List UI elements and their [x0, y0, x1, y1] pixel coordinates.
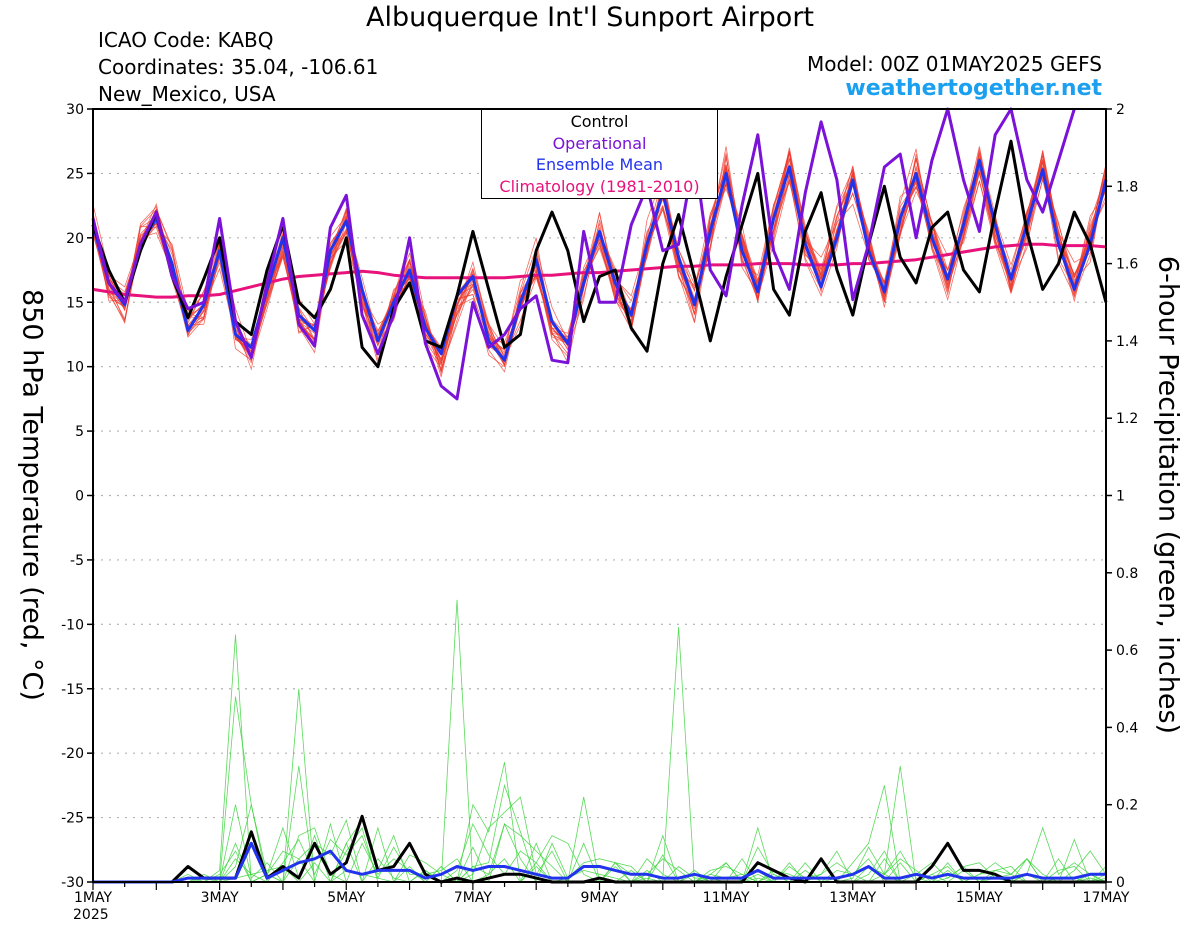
x-year-label: 2025	[73, 907, 109, 923]
series-precip-ensemble-mean	[93, 841, 1106, 884]
chart-title: Albuquerque Int'l Sunport Airport	[365, 2, 815, 33]
axis-ticks-and-labels: 302520151050-5-10-15-20-25-3021.81.61.41…	[61, 102, 1138, 923]
series-temp-control	[91, 139, 1108, 369]
left-tick-label: -10	[61, 617, 84, 633]
left-tick-label: -20	[61, 746, 84, 762]
right-tick-label: 2	[1116, 102, 1125, 118]
main-series-lines	[91, 107, 1108, 884]
chart-legend: Control Operational Ensemble Mean Climat…	[481, 109, 718, 199]
right-tick-label: 0.4	[1116, 720, 1138, 736]
left-tick-label: 5	[75, 424, 84, 440]
legend-control: Control	[570, 112, 629, 131]
left-tick-label: -25	[61, 811, 84, 827]
right-tick-label: 1	[1116, 489, 1125, 505]
right-axis-label: 6-hour Precipitation (green, inches)	[1152, 255, 1184, 735]
left-tick-label: 10	[66, 360, 84, 376]
legend-ensemble-mean: Ensemble Mean	[535, 155, 664, 174]
coordinates: Coordinates: 35.04, -106.61	[98, 55, 379, 79]
right-tick-label: 1.8	[1116, 179, 1138, 195]
right-tick-label: 1.6	[1116, 257, 1138, 273]
x-tick-label: 5MAY	[327, 890, 365, 906]
left-tick-label: -30	[61, 875, 84, 891]
legend-climatology: Climatology (1981-2010)	[499, 176, 700, 196]
ensemble-member-precip-lines	[93, 599, 1107, 884]
series-temp-climatology-1981-2010-	[92, 242, 1107, 299]
left-tick-label: -5	[70, 553, 84, 569]
x-tick-label: 17MAY	[1083, 890, 1130, 906]
right-tick-label: 1.4	[1116, 334, 1138, 350]
x-tick-label: 9MAY	[580, 890, 618, 906]
right-tick-label: 0.8	[1116, 566, 1138, 582]
left-axis-label: 850 hPa Temperature (red, °C)	[16, 289, 48, 701]
right-tick-label: 0.6	[1116, 643, 1138, 659]
model-run: Model: 00Z 01MAY2025 GEFS	[807, 52, 1102, 76]
ensemble-member-precip-7	[93, 822, 1106, 883]
x-tick-label: 11MAY	[703, 890, 750, 906]
ensemble-member-precip-1	[93, 599, 1107, 883]
ensemble-member-temp-16	[92, 159, 1107, 367]
series-precip-control	[93, 814, 1106, 884]
x-tick-label: 15MAY	[956, 890, 1003, 906]
right-tick-label: 0	[1116, 875, 1125, 891]
series-temp-operational	[91, 107, 1076, 401]
left-tick-label: 0	[75, 489, 84, 505]
x-tick-label: 13MAY	[829, 890, 876, 906]
right-tick-label: 0.2	[1116, 798, 1138, 814]
right-tick-label: 1.2	[1116, 411, 1138, 427]
left-tick-label: -15	[61, 682, 84, 698]
grid-lines	[93, 172, 1106, 819]
x-tick-label: 1MAY	[74, 890, 112, 906]
left-tick-label: 15	[66, 295, 84, 311]
legend-operational: Operational	[552, 133, 647, 153]
website-link[interactable]: weathertogether.net	[845, 76, 1102, 101]
left-tick-label: 25	[66, 166, 84, 182]
x-tick-label: 3MAY	[201, 890, 239, 906]
x-tick-label: 7MAY	[454, 890, 492, 906]
left-tick-label: 30	[66, 102, 84, 118]
region: New_Mexico, USA	[98, 82, 276, 106]
left-tick-label: 20	[66, 231, 84, 247]
icao-code: ICAO Code: KABQ	[98, 28, 274, 52]
